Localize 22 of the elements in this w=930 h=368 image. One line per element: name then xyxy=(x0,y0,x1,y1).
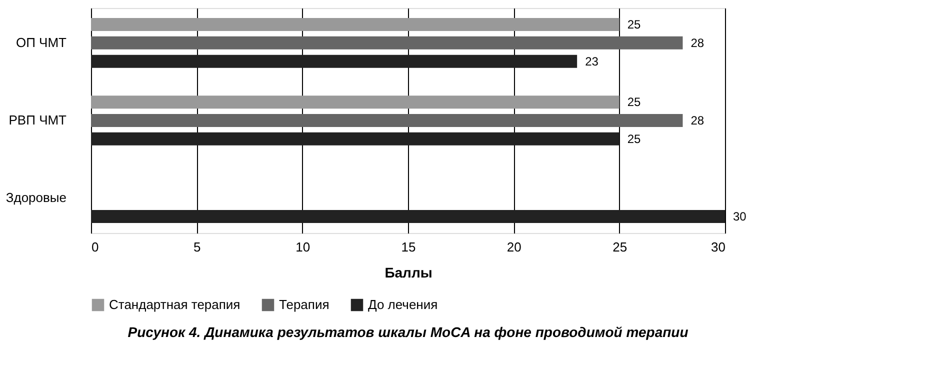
legend-label: Стандартная терапия xyxy=(109,297,240,312)
data-label: 25 xyxy=(627,95,642,110)
data-label: 25 xyxy=(627,18,642,32)
x-tick-label: 0 xyxy=(92,240,99,254)
legend-label: До лечения xyxy=(368,297,438,312)
x-tick-label: 5 xyxy=(194,240,201,254)
x-tick-label: 10 xyxy=(296,240,310,254)
y-tick-label: РВП ЧМТ xyxy=(8,112,67,128)
y-tick-label: Здоровые xyxy=(6,190,66,206)
x-tick-label: 15 xyxy=(401,240,416,254)
data-label: 30 xyxy=(733,209,747,224)
x-axis-title: Баллы xyxy=(384,264,432,280)
data-label: 28 xyxy=(690,114,704,128)
data-label: 28 xyxy=(690,36,704,50)
x-tick-label: 20 xyxy=(506,240,522,254)
text: Рисунок 4. Динамика результатов шкалы MoCA на фоне проводимой терапии xyxy=(128,324,689,340)
data-label: 25 xyxy=(627,132,642,146)
x-tick-label: 25 xyxy=(612,240,628,254)
y-tick-label: ОП ЧМТ xyxy=(16,34,67,50)
legend-label: Терапия xyxy=(279,297,330,312)
x-tick-label: 30 xyxy=(711,240,726,254)
data-label: 23 xyxy=(585,54,599,68)
